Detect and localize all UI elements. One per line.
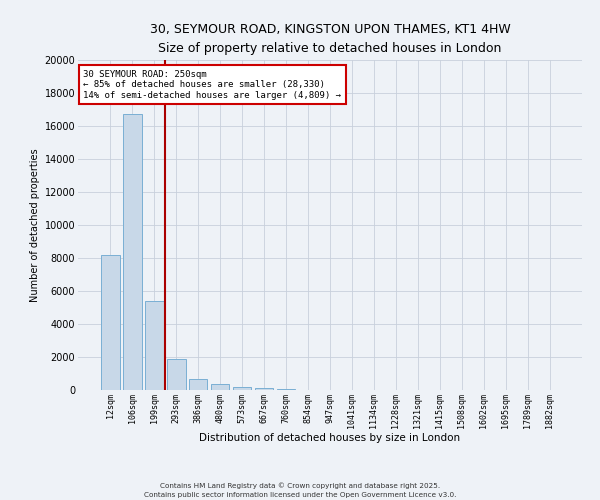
Bar — [167, 360, 185, 390]
Y-axis label: Number of detached properties: Number of detached properties — [31, 148, 40, 302]
Bar — [123, 114, 142, 390]
Text: Contains HM Land Registry data © Crown copyright and database right 2025.
Contai: Contains HM Land Registry data © Crown c… — [144, 482, 456, 498]
Text: 30 SEYMOUR ROAD: 250sqm
← 85% of detached houses are smaller (28,330)
14% of sem: 30 SEYMOUR ROAD: 250sqm ← 85% of detache… — [83, 70, 341, 100]
Title: 30, SEYMOUR ROAD, KINGSTON UPON THAMES, KT1 4HW
Size of property relative to det: 30, SEYMOUR ROAD, KINGSTON UPON THAMES, … — [149, 22, 511, 54]
Bar — [255, 388, 274, 390]
X-axis label: Distribution of detached houses by size in London: Distribution of detached houses by size … — [199, 434, 461, 444]
Bar — [189, 380, 208, 390]
Bar — [101, 254, 119, 390]
Bar — [233, 386, 251, 390]
Bar — [145, 301, 164, 390]
Bar — [211, 384, 229, 390]
Bar — [277, 388, 295, 390]
